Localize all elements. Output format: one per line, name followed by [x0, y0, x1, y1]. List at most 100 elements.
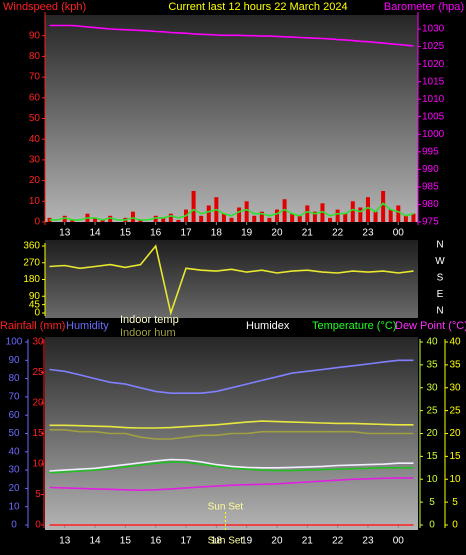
bar	[343, 213, 348, 222]
y-tick-label: 60	[8, 410, 20, 421]
y-tick-label: 50	[8, 428, 20, 439]
plot-area	[45, 15, 418, 222]
series-label: Indoor temp	[120, 314, 179, 326]
y-tick-label: 35	[426, 360, 438, 371]
bar	[93, 217, 98, 222]
bar	[199, 215, 204, 222]
y-tick-label: 1010	[422, 94, 445, 105]
bar	[274, 209, 279, 222]
y-tick-label: 1000	[422, 129, 445, 140]
series-line	[49, 202, 414, 221]
y-tick-label: 80	[8, 373, 20, 384]
y-tick-label: 15	[449, 451, 461, 462]
y-tick-label: 25	[426, 405, 438, 416]
bar	[176, 219, 181, 222]
series-label: Humidex	[246, 320, 290, 332]
bar	[388, 209, 393, 222]
y-tick-label: 10	[29, 196, 41, 207]
series-line	[49, 429, 414, 440]
y-tick-label: 90	[29, 291, 41, 302]
x-tick-label: 00	[393, 536, 405, 547]
y-tick-label: 20	[32, 398, 44, 409]
x-tick-label: 15	[120, 536, 132, 547]
bar	[282, 199, 287, 222]
axis-title: Windspeed (kph)	[3, 1, 86, 13]
y-tick-label: 15	[426, 451, 438, 462]
bar	[373, 211, 378, 222]
bar	[350, 201, 355, 222]
series-line	[49, 477, 414, 492]
compass-label: W	[435, 256, 445, 267]
x-tick-label: 16	[150, 536, 162, 547]
y-tick-label: 0	[34, 217, 40, 228]
y-tick-label: 180	[23, 274, 40, 285]
series-line	[49, 420, 414, 429]
y-tick-label: 5	[35, 489, 41, 500]
bar	[161, 217, 166, 222]
x-tick-label: 23	[362, 536, 374, 547]
x-tick-label: 13	[59, 228, 71, 239]
bar	[108, 215, 113, 222]
y-tick-label: 60	[29, 92, 41, 103]
x-tick-label: 14	[89, 228, 101, 239]
y-tick-label: 20	[29, 175, 41, 186]
bar	[100, 219, 105, 222]
y-tick-label: 20	[8, 483, 20, 494]
y-tick-label: 360	[23, 241, 40, 252]
x-tick-label: 22	[332, 228, 344, 239]
y-tick-label: 25	[32, 367, 44, 378]
bar	[411, 213, 416, 222]
y-tick-label: 0	[11, 520, 17, 531]
annotation: Sun Set	[208, 536, 244, 547]
y-tick-label: 20	[449, 428, 461, 439]
y-tick-label: 40	[426, 337, 438, 348]
y-tick-label: 0	[34, 308, 40, 319]
y-tick-label: 30	[449, 382, 461, 393]
y-tick-label: 270	[23, 257, 40, 268]
y-tick-label: 30	[426, 382, 438, 393]
y-tick-label: 20	[426, 428, 438, 439]
y-tick-label: 1020	[422, 59, 445, 70]
bar	[62, 215, 67, 222]
x-tick-label: 19	[241, 228, 253, 239]
axis-title: Dew Point (°C)	[395, 320, 466, 332]
y-tick-label: 30	[29, 155, 41, 166]
bar	[381, 190, 386, 222]
series-line	[49, 461, 414, 474]
y-tick-label: 90	[29, 30, 41, 41]
x-tick-label: 15	[120, 228, 132, 239]
y-tick-label: 45	[29, 299, 41, 310]
x-tick-label: 18	[211, 536, 223, 547]
series-label: Indoor hum	[120, 327, 176, 339]
bar	[130, 211, 135, 222]
axis-title: Humidity	[66, 320, 109, 332]
y-tick-label: 1005	[422, 111, 445, 122]
y-tick-label: 5	[452, 497, 458, 508]
bar	[168, 213, 173, 222]
x-tick-label: 14	[89, 536, 101, 547]
y-tick-label: 30	[32, 337, 44, 348]
x-tick-label: 22	[332, 536, 344, 547]
bar	[290, 213, 295, 222]
bar	[206, 205, 211, 222]
y-tick-label: 990	[422, 164, 439, 175]
y-tick-label: 40	[8, 446, 20, 457]
compass-label: S	[437, 273, 444, 284]
plot-area	[45, 240, 418, 318]
y-tick-label: 40	[449, 337, 461, 348]
x-tick-label: 20	[271, 536, 283, 547]
compass-label: N	[436, 240, 443, 251]
bar	[396, 205, 401, 222]
y-tick-label: 1030	[422, 24, 445, 35]
axis-title: Temperature (°C)	[312, 320, 396, 332]
y-tick-label: 50	[29, 113, 41, 124]
y-tick-label: 10	[8, 501, 20, 512]
bar	[297, 215, 302, 222]
x-tick-label: 16	[150, 228, 162, 239]
bar	[221, 213, 226, 222]
bar	[328, 217, 333, 222]
x-tick-label: 17	[180, 228, 192, 239]
x-tick-label: 18	[211, 228, 223, 239]
